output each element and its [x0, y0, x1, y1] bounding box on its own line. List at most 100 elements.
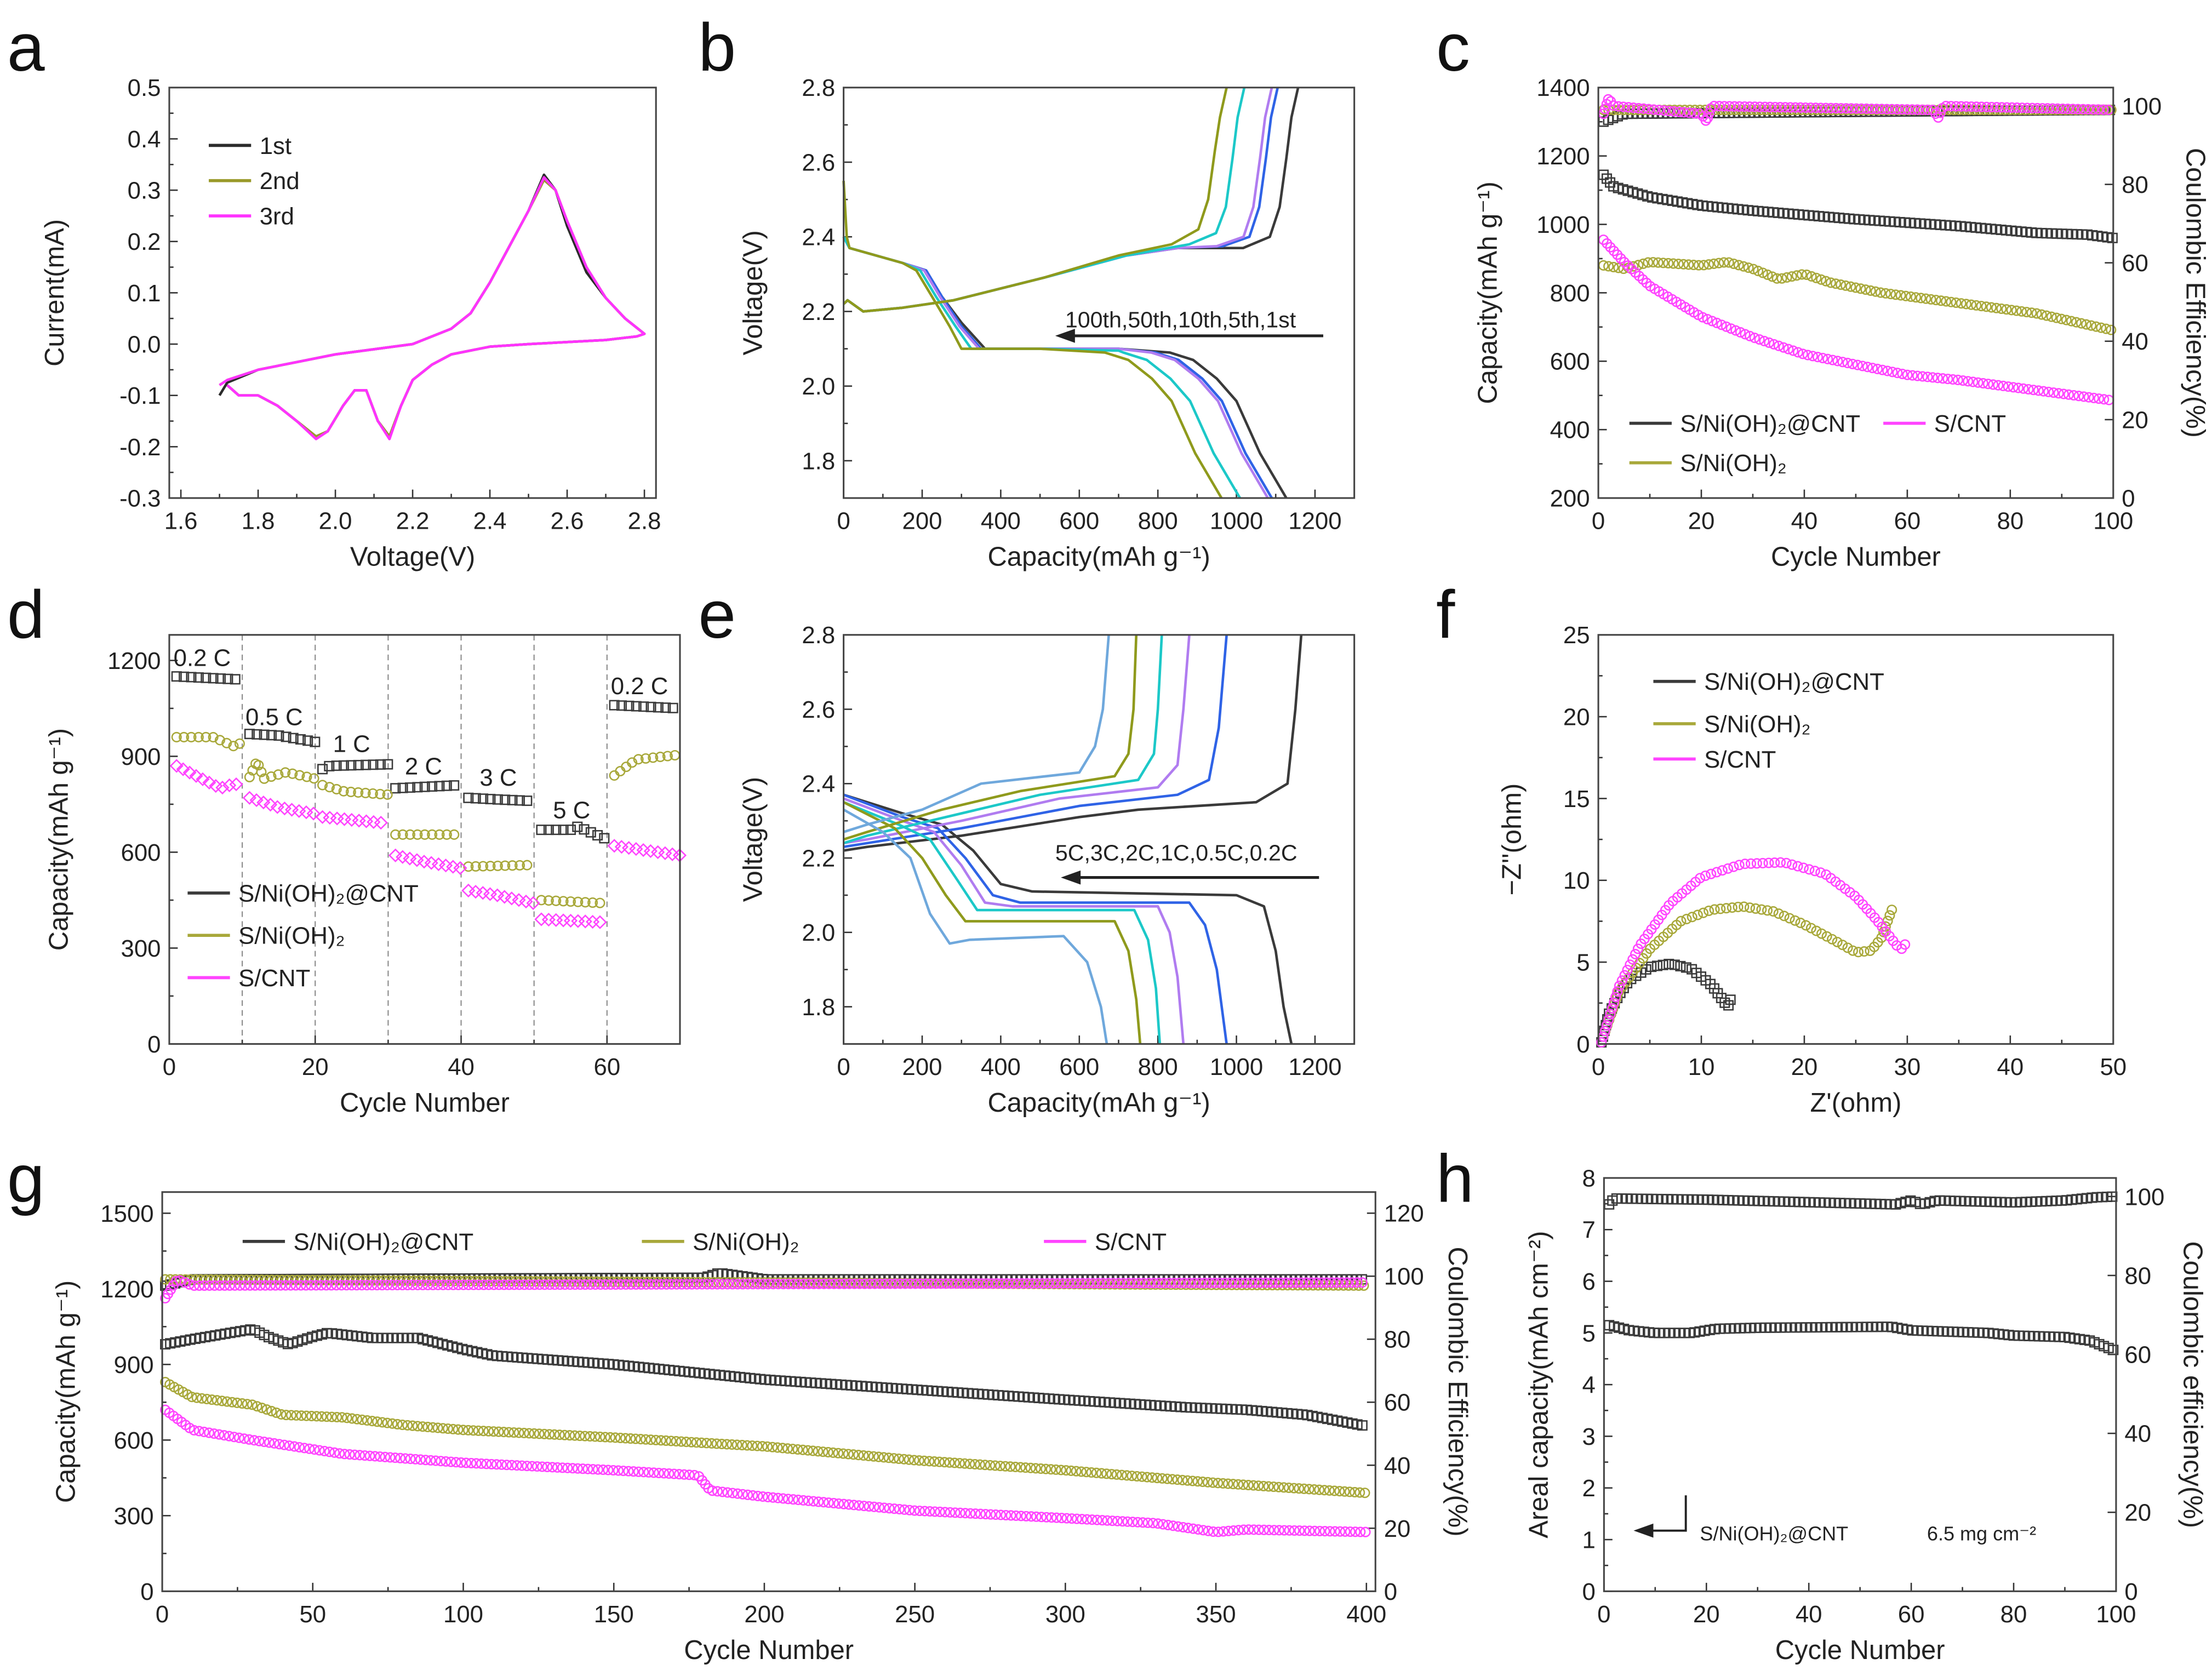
- x-tick-label: 60: [1894, 508, 1921, 535]
- data-point: [1066, 1513, 1077, 1524]
- data-point: [1713, 258, 1724, 268]
- data-point: [1697, 312, 1708, 323]
- data-point: [338, 760, 350, 771]
- data-point: [242, 791, 257, 805]
- data-point: [265, 1280, 276, 1291]
- plot-frame: [1597, 87, 2114, 499]
- data-point: [367, 1416, 378, 1427]
- data-point: [1800, 102, 1811, 113]
- data-point: [969, 1458, 980, 1470]
- data-point: [1273, 1481, 1284, 1492]
- data-point: [259, 773, 270, 784]
- data-point: [980, 1509, 991, 1520]
- data-point: [1027, 1278, 1038, 1289]
- data-point: [504, 1279, 515, 1290]
- series-line: [843, 87, 1228, 313]
- x-tick-label: 0: [1592, 508, 1605, 535]
- plot-frame: [168, 634, 681, 1045]
- series-line: [219, 176, 646, 441]
- data-point: [1042, 1278, 1053, 1289]
- data-point: [412, 829, 423, 840]
- data-point: [1826, 102, 1837, 113]
- data-point: [1692, 909, 1703, 920]
- data-point: [1860, 284, 1871, 295]
- data-point: [757, 1441, 768, 1452]
- data-point: [514, 795, 525, 806]
- x-tick-label: 0: [837, 1054, 850, 1080]
- series-line: [843, 808, 1108, 1044]
- series-line: [842, 236, 1242, 499]
- data-point: [956, 1278, 967, 1289]
- series-1st: [843, 87, 1300, 313]
- data-point: [1182, 1475, 1193, 1486]
- data-point: [346, 1280, 357, 1291]
- data-point: [660, 702, 671, 713]
- data-point: [233, 1432, 245, 1443]
- data-point: [246, 1274, 257, 1285]
- data-point: [331, 783, 342, 794]
- data-point: [1941, 296, 1952, 307]
- data-point: [392, 1418, 403, 1429]
- x-tick-label: 40: [448, 1054, 475, 1080]
- data-point: [1754, 334, 1765, 345]
- data-point: [778, 1279, 789, 1290]
- data-point: [2001, 304, 2012, 315]
- data-point: [949, 1457, 960, 1468]
- data-point: [954, 1507, 965, 1518]
- data-point: [1309, 1525, 1320, 1536]
- data-point: [1721, 321, 1732, 332]
- data-point: [1355, 1526, 1366, 1537]
- data-point: [432, 1279, 443, 1290]
- data-point: [169, 759, 184, 773]
- data-point: [1745, 858, 1757, 869]
- data-point: [215, 673, 226, 684]
- data-point: [201, 731, 212, 742]
- data-point: [1031, 1511, 1042, 1522]
- data-point: [412, 1279, 423, 1290]
- data-point: [1922, 104, 1933, 115]
- y-tick-label: 600: [1550, 348, 1590, 375]
- data-point: [667, 702, 678, 713]
- data-point: [341, 1412, 352, 1423]
- data-point: [2057, 103, 2068, 114]
- data-point: [1832, 356, 1843, 367]
- legend-label: S/Ni(OH)₂@CNT: [1680, 410, 1860, 437]
- data-point: [259, 1437, 270, 1448]
- data-point: [1294, 1525, 1305, 1536]
- data-point: [633, 754, 644, 765]
- data-point: [1255, 1277, 1266, 1288]
- data-point: [575, 1279, 586, 1290]
- data-point: [1759, 101, 1770, 112]
- data-point: [288, 733, 299, 743]
- data-point: [2071, 317, 2082, 328]
- data-point: [222, 778, 237, 792]
- data-point: [1061, 1513, 1072, 1524]
- data-point: [762, 1441, 773, 1452]
- data-point: [1709, 904, 1720, 915]
- data-point: [788, 1279, 799, 1290]
- data-point: [2028, 385, 2039, 396]
- data-point: [1957, 375, 1969, 386]
- data-point: [1887, 367, 1898, 377]
- data-point: [1676, 916, 1687, 926]
- data-point: [879, 1278, 890, 1289]
- data-point: [1329, 1485, 1340, 1496]
- data-point: [925, 1278, 936, 1289]
- data-point: [1951, 101, 1962, 112]
- data-point: [224, 1280, 235, 1291]
- data-point: [1734, 101, 1745, 112]
- data-point: [543, 895, 554, 906]
- series-line: [843, 634, 1110, 833]
- x-tick-label: 350: [1196, 1601, 1236, 1628]
- data-point: [356, 1280, 367, 1291]
- y-tick-label: 5: [1576, 949, 1590, 976]
- data-point: [1308, 1484, 1320, 1495]
- data-point: [1223, 1525, 1234, 1536]
- data-point: [251, 1274, 262, 1285]
- data-point: [643, 1467, 654, 1478]
- data-point: [1127, 1471, 1138, 1481]
- data-point: [1088, 1278, 1099, 1289]
- data-point: [1921, 293, 1931, 304]
- data-point: [934, 1506, 945, 1517]
- data-point: [808, 1496, 819, 1507]
